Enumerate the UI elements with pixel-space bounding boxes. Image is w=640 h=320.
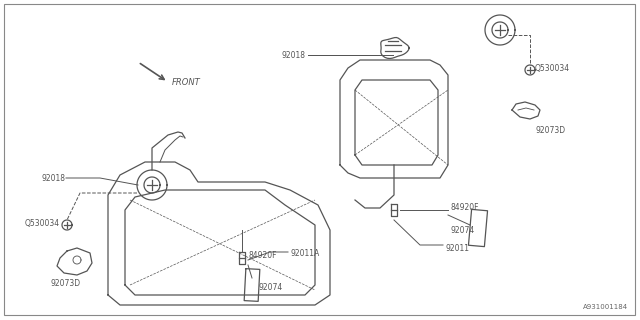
Text: 92074: 92074 — [450, 226, 474, 235]
Text: 92011A: 92011A — [290, 249, 319, 258]
Text: 84920F: 84920F — [450, 203, 479, 212]
Text: 92073D: 92073D — [535, 125, 565, 134]
Text: Q530034: Q530034 — [535, 63, 570, 73]
Text: 92073D: 92073D — [50, 278, 80, 287]
Text: A931001184: A931001184 — [583, 304, 628, 310]
Text: 92011: 92011 — [445, 244, 469, 252]
Text: 84920F: 84920F — [248, 251, 276, 260]
Text: 92018: 92018 — [281, 51, 305, 60]
Text: 92018: 92018 — [41, 173, 65, 182]
Text: Q530034: Q530034 — [25, 219, 60, 228]
Text: 92074: 92074 — [258, 284, 282, 292]
Text: FRONT: FRONT — [172, 77, 201, 86]
